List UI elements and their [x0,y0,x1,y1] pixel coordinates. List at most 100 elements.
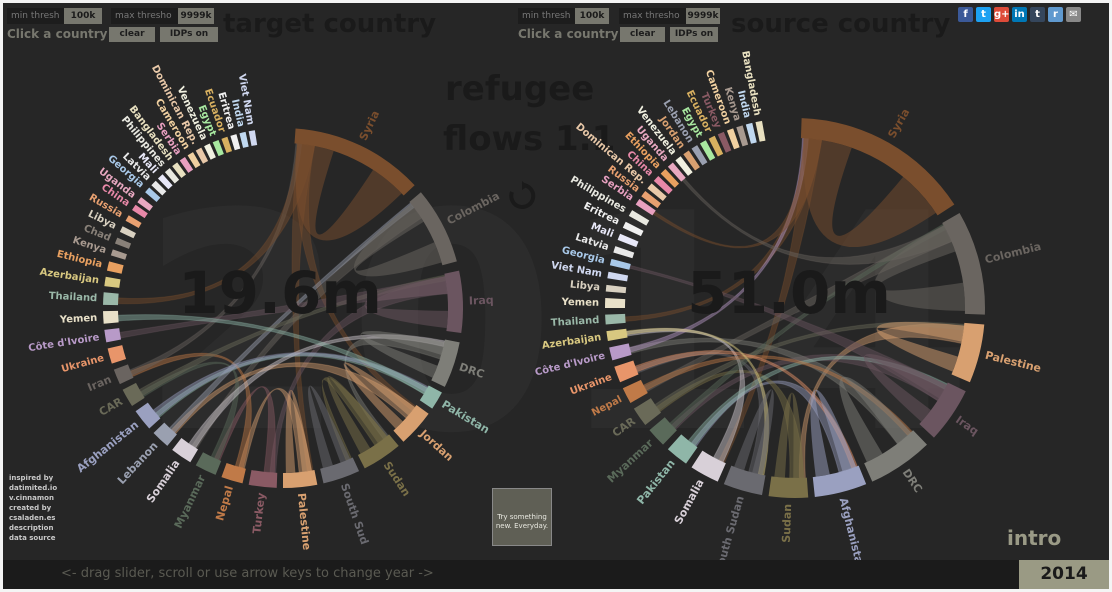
country-label[interactable]: CAR [97,395,126,419]
country-arc[interactable] [622,221,644,237]
country-label[interactable]: Afghanistan [837,496,868,560]
country-arc[interactable] [153,422,177,446]
flow-ribbon-self[interactable] [734,389,774,475]
country-label[interactable]: Colombia [983,240,1042,267]
country-arc[interactable] [617,233,639,248]
country-arc[interactable] [717,131,732,153]
facebook-icon[interactable]: f [958,7,973,22]
year-slider[interactable]: <- drag slider, scroll or use arrow keys… [3,560,1109,589]
country-label[interactable]: Myanmar [172,472,209,530]
flow-ribbon-self[interactable] [839,376,911,463]
right-clear-button[interactable]: clear [620,27,665,42]
country-arc[interactable] [942,213,986,315]
country-arc[interactable] [221,463,246,484]
country-arc[interactable] [179,157,194,173]
country-arc[interactable] [113,364,134,385]
country-label[interactable]: Azerbaijan [39,267,100,287]
country-label[interactable]: Nepal [213,484,236,522]
country-arc[interactable] [700,140,716,161]
country-arc[interactable] [605,298,626,308]
linkedin-icon[interactable]: in [1012,7,1027,22]
flow-ribbon-self[interactable] [863,353,947,422]
reddit-icon[interactable]: r [1048,7,1063,22]
flow-ribbon-self[interactable] [285,389,312,473]
left-min-thresh-input[interactable] [64,8,102,24]
country-arc[interactable] [248,130,258,147]
country-label[interactable]: Yemen [560,297,599,309]
right-max-thresh-input[interactable] [686,8,720,24]
country-arc[interactable] [122,382,145,407]
flow-ribbon[interactable] [117,314,428,395]
country-label[interactable]: Palestine [984,349,1043,375]
country-arc[interactable] [195,452,222,475]
country-arc[interactable] [605,313,626,325]
flow-ribbon-self[interactable] [364,276,448,329]
country-arc[interactable] [609,258,631,270]
flow-ribbon[interactable] [129,142,303,376]
flow-ribbon[interactable] [655,369,805,479]
country-arc[interactable] [320,457,360,484]
flow-ribbon-self[interactable] [803,138,936,248]
country-arc[interactable] [125,215,142,229]
country-label[interactable]: Colombia [445,189,502,227]
googleplus-icon[interactable]: g+ [994,7,1010,22]
country-arc[interactable] [221,136,233,153]
country-arc[interactable] [103,292,119,306]
country-arc[interactable] [393,404,429,442]
country-label[interactable]: Thailand [48,291,97,305]
country-arc[interactable] [419,385,442,409]
country-arc[interactable] [675,156,693,176]
flow-ribbon-self[interactable] [295,143,402,241]
country-arc[interactable] [357,434,399,469]
country-label[interactable]: Côte d'Ivoire [534,350,607,379]
country-arc[interactable] [755,120,766,142]
country-label[interactable]: CAR [610,414,638,439]
country-arc[interactable] [444,270,463,334]
country-label[interactable]: Myanmar [605,436,656,485]
country-arc[interactable] [635,199,656,216]
country-label[interactable]: Somalia [672,477,707,527]
country-arc[interactable] [736,125,749,147]
country-arc[interactable] [172,162,187,178]
country-arc[interactable] [622,379,648,403]
country-arc[interactable] [691,450,726,482]
right-min-thresh-input[interactable] [575,8,609,24]
country-arc[interactable] [107,345,127,364]
country-arc[interactable] [613,246,635,259]
flow-ribbon-self[interactable] [810,389,856,477]
country-arc[interactable] [641,191,662,209]
country-arc[interactable] [114,237,132,249]
country-arc[interactable] [667,162,686,182]
country-arc[interactable] [164,168,180,184]
country-label[interactable]: Syria [357,108,382,142]
country-arc[interactable] [119,226,136,239]
country-label[interactable]: South Sudan [712,494,746,560]
country-label[interactable]: Ukraine [569,372,614,398]
credit-line[interactable]: description [9,524,54,532]
country-arc[interactable] [609,343,632,361]
country-arc[interactable] [135,402,161,429]
country-arc[interactable] [230,134,241,151]
flow-ribbon-self[interactable] [353,204,442,277]
country-arc[interactable] [104,328,122,343]
intro-link[interactable]: intro [1007,526,1062,550]
country-arc[interactable] [195,147,209,164]
country-arc[interactable] [768,476,809,498]
country-label[interactable]: Yemen [59,313,98,326]
country-label[interactable]: Sudan [780,504,794,543]
country-arc[interactable] [294,128,415,196]
country-label[interactable]: Azerbaijan [541,332,602,352]
country-arc[interactable] [633,398,662,425]
country-arc[interactable] [683,150,700,171]
country-label[interactable]: Pakistan [439,398,491,437]
flow-ribbon-self[interactable] [874,225,966,311]
country-label[interactable]: Syria [885,106,912,140]
flow-ribbon[interactable] [626,327,770,476]
flow-ribbon[interactable] [669,223,947,429]
country-arc[interactable] [653,176,673,195]
flow-ribbon-self[interactable] [876,321,965,372]
country-label[interactable]: South Sud [338,482,371,547]
country-arc[interactable] [248,469,278,488]
country-arc[interactable] [283,469,318,488]
year-handle[interactable]: 2014 [1019,560,1109,589]
